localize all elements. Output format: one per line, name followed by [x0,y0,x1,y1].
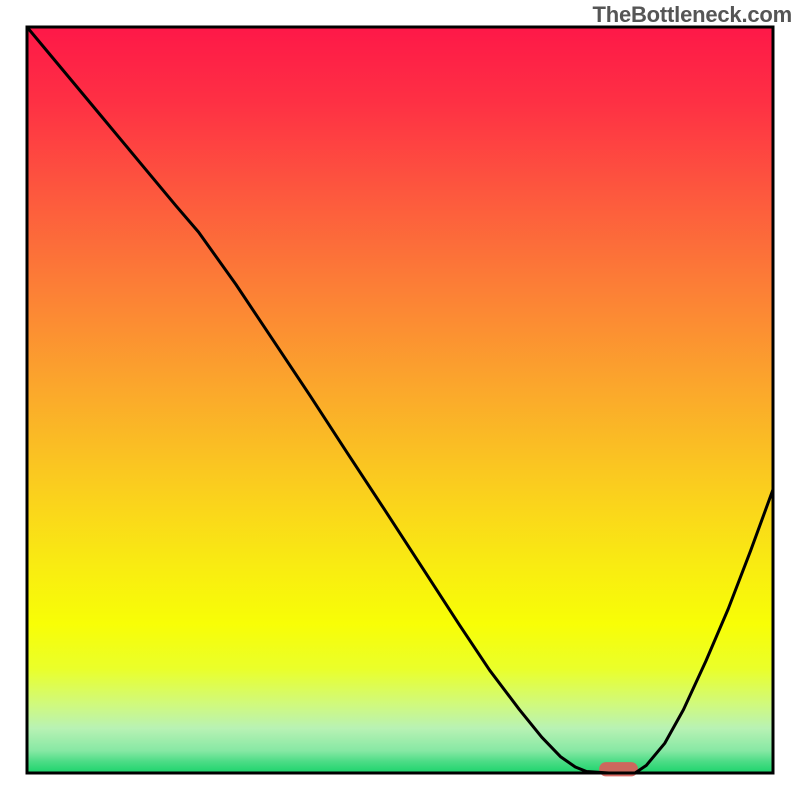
bottleneck-chart [0,0,800,800]
gradient-background [27,27,773,773]
watermark-text: TheBottleneck.com [592,2,792,28]
chart-container: { "watermark": { "text": "TheBottleneck.… [0,0,800,800]
